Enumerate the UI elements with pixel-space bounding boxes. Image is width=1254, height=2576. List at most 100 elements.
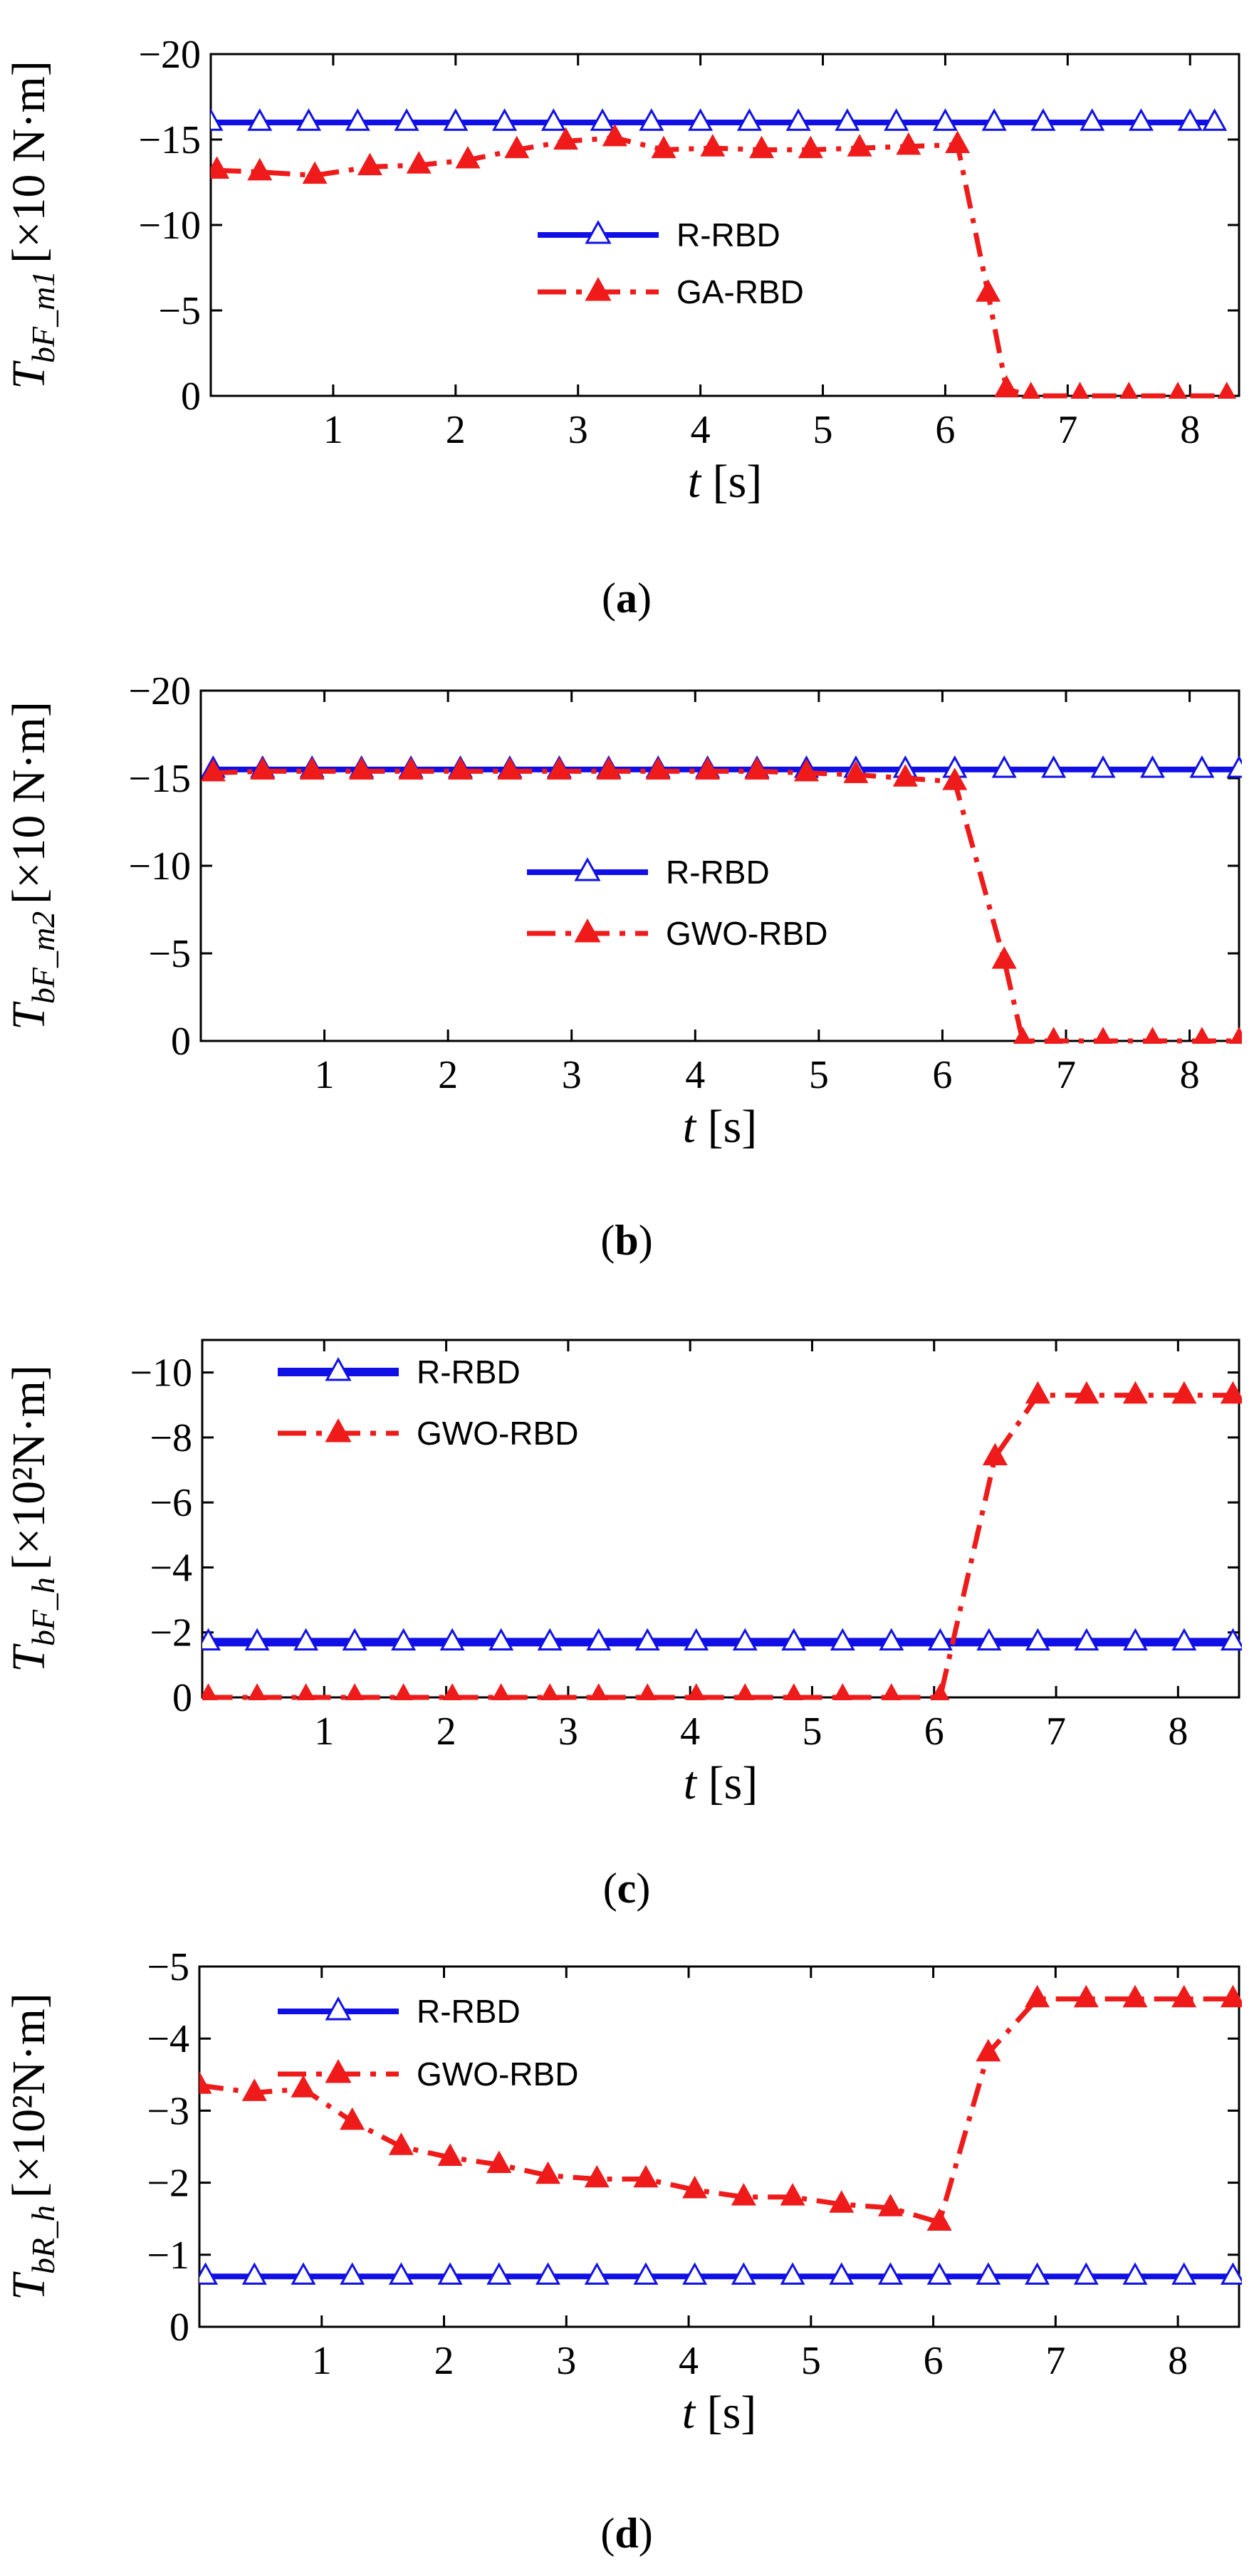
data-point-r-rbd [211,108,224,131]
data-point-gwo-rbd [882,1683,902,1700]
data-point-gwo-rbd [201,758,226,782]
data-point-r-rbd [877,2262,904,2285]
data-point-gwo-rbd [695,757,721,780]
y-tick-label: −15 [128,757,191,801]
data-point-r-rbd [835,108,860,131]
data-point-gwo-rbd [833,1683,852,1700]
data-point-r-rbd [830,1628,855,1651]
y-tick-label: −2 [147,2162,189,2206]
x-tick-label: 2 [434,2339,454,2383]
data-point-r-rbd [244,1628,270,1651]
data-point-r-rbd [537,1628,563,1651]
data-point-r-rbd [394,108,419,131]
data-point-r-rbd [981,108,1007,131]
data-point-gwo-rbd [442,1683,462,1700]
data-point-gwo-rbd [793,758,820,782]
data-point-r-rbd [199,2262,219,2285]
x-tick-label: 2 [437,1710,456,1754]
x-tick-label: 7 [1045,2339,1065,2383]
data-point-r-rbd [1177,108,1203,131]
plot-frame [198,1965,1240,2328]
data-point-ga-rbd [357,152,383,176]
data-point-gwo-rbd [388,2132,414,2155]
data-point-gwo-rbd [296,1683,315,1700]
y-tick-label: −10 [130,1351,192,1396]
data-point-gwo-rbd [780,2183,805,2206]
data-point-ga-rbd [1070,382,1090,399]
data-point-r-rbd [932,108,958,131]
y-tick-label: −4 [150,1546,192,1590]
data-point-gwo-rbd [199,2071,212,2094]
x-tick-label: 1 [314,1710,334,1754]
legend-marker [574,857,601,881]
series-line-gwo-rbd [208,1393,1233,1700]
x-tick-label: 6 [932,1053,952,1097]
data-point-r-rbd [732,1628,758,1651]
data-point-ga-rbd [1217,382,1237,399]
legend-marker [574,918,601,943]
data-point-r-rbd [1220,2262,1242,2285]
data-point-r-rbd [388,2262,414,2285]
y-tick-label: −5 [147,1945,189,1989]
legend-entry-r-rbd: R-RBD [527,854,770,891]
x-tick-label: 3 [558,1710,578,1754]
data-point-r-rbd [1189,755,1215,778]
data-point-r-rbd [1025,1628,1050,1651]
data-point-gwo-rbd [486,2150,512,2174]
data-point-gwo-rbd [250,757,276,780]
data-point-ga-rbd [455,145,481,169]
x-tick-label: 1 [315,1053,335,1097]
data-point-gwo-rbd [1073,1984,1099,2008]
data-point-r-rbd [586,1628,612,1651]
data-point-r-rbd [590,108,615,131]
y-tick-label: −20 [138,33,201,77]
data-point-gwo-rbd [1025,1381,1050,1404]
data-point-r-rbd [682,2262,708,2285]
data-point-ga-rbd [1168,382,1188,399]
x-tick-label: 5 [813,408,833,452]
data-point-ga-rbd [700,134,726,157]
data-point-gwo-rbd [784,1683,804,1700]
x-tick-label: 7 [1046,1710,1066,1754]
data-point-r-rbd [488,1628,514,1651]
data-point-ga-rbd [896,132,921,155]
x-tick-label: 4 [685,1053,705,1097]
data-point-ga-rbd [406,151,432,174]
y-axis-label: TbF_m2[×10 N·m] [3,701,61,1030]
x-tick-label: 5 [809,1053,829,1097]
y-tick-label: 0 [172,1676,192,1720]
y-tick-label: −10 [138,204,201,248]
data-point-gwo-rbd [398,757,424,780]
data-point-gwo-rbd [349,757,375,780]
data-point-gwo-rbd [584,2164,610,2188]
x-tick-label: 1 [323,408,343,452]
x-tick-label: 5 [802,1710,822,1754]
data-point-gwo-rbd [589,1683,608,1700]
y-tick-label: −5 [158,289,201,333]
data-point-gwo-rbd [535,2161,561,2184]
data-point-gwo-rbd [976,2038,1001,2062]
panel-caption: (a) [602,575,652,622]
data-point-r-rbd [1122,1628,1148,1651]
data-point-r-rbd [926,2262,952,2285]
data-point-r-rbd [391,1628,417,1651]
data-point-r-rbd [1139,755,1166,778]
data-point-gwo-rbd [546,757,572,780]
data-point-r-rbd [1202,108,1228,131]
legend-marker [325,1418,352,1443]
data-point-gwo-rbd [1229,1027,1242,1044]
legend-label: GA-RBD [676,273,804,310]
data-point-ga-rbd [302,161,328,184]
y-axis-label: TbF_h[×10²N·m] [3,1365,61,1672]
data-point-r-rbd [976,2262,1001,2285]
data-point-r-rbd [443,108,469,131]
data-point-gwo-rbd [340,2107,365,2130]
y-axis-label: TbR_h[×10²N·m] [3,1993,61,2300]
data-point-r-rbd [1171,2262,1197,2285]
data-point-r-rbd [492,108,518,131]
data-point-ga-rbd [1021,382,1041,399]
data-point-gwo-rbd [299,757,325,780]
x-tick-label: 6 [935,408,955,452]
legend-entry-gwo-rbd: GWO-RBD [278,2056,578,2093]
data-point-r-rbd [731,2262,756,2285]
